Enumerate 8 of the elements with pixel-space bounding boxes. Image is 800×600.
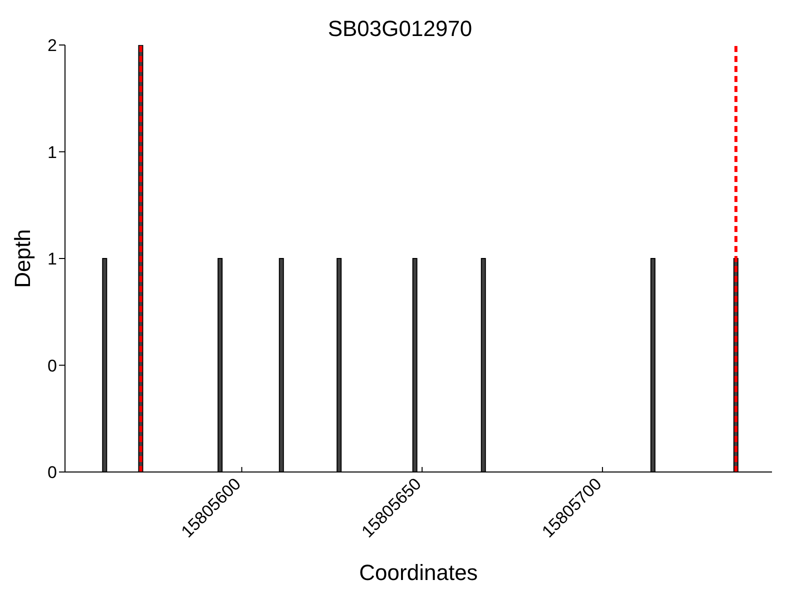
chart-title: SB03G012970 [328,16,472,41]
y-tick-label: 2 [48,36,57,56]
x-axis-title: Coordinates [359,560,478,585]
y-tick-label: 1 [48,250,57,269]
y-tick-label: 1 [48,142,57,162]
y-tick-label: 0 [48,356,57,376]
y-tick-label: 0 [48,463,57,482]
y-axis-title: Depth [10,229,35,288]
